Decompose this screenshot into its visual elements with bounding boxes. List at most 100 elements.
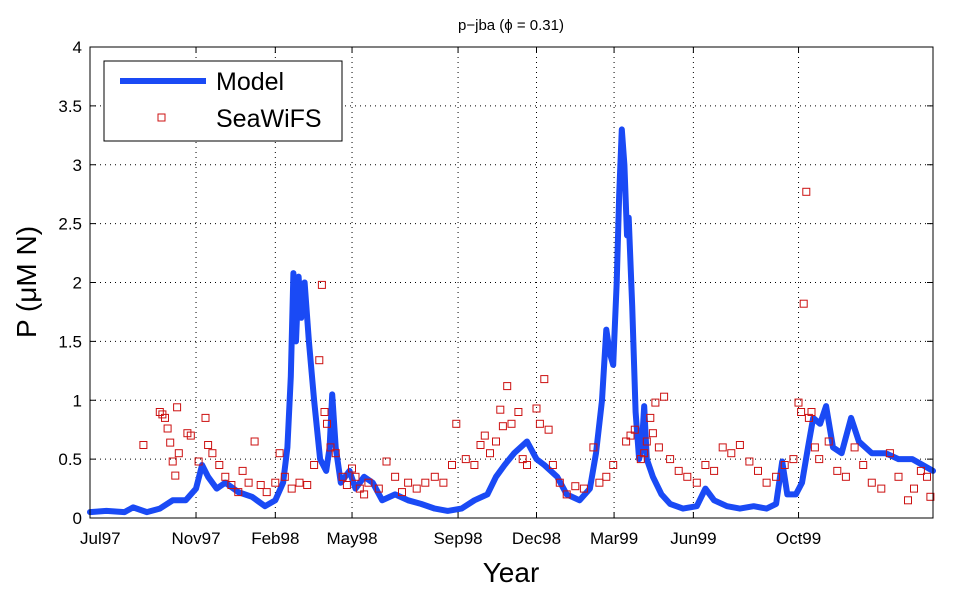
y-tick-label: 3.5: [58, 97, 82, 116]
seawifs-point: [666, 455, 675, 464]
seawifs-point: [139, 441, 148, 449]
seawifs-point: [626, 431, 635, 440]
seawifs-point: [348, 464, 356, 473]
seawifs-point: [503, 382, 512, 391]
seawifs-point: [833, 466, 842, 475]
seawifs-point: [310, 461, 319, 469]
seawifs-point: [161, 413, 169, 422]
seawifs-point: [804, 413, 813, 422]
seawifs-point: [642, 437, 651, 446]
y-tick-label: 0: [73, 509, 82, 528]
seawifs-point: [540, 375, 549, 384]
seawifs-point: [215, 461, 224, 469]
seawifs-point: [815, 455, 824, 464]
seawifs-point: [486, 449, 494, 458]
seawifs-point: [683, 472, 692, 481]
seawifs-point: [317, 280, 326, 289]
seawifs-point: [275, 449, 284, 458]
seawifs-point: [171, 471, 180, 480]
seawifs-point: [194, 457, 203, 466]
seawifs-point: [867, 478, 876, 487]
y-tick-label: 0.5: [58, 450, 82, 469]
seawifs-point: [295, 478, 304, 487]
seawifs-point: [602, 472, 611, 481]
seawifs-point: [470, 461, 479, 469]
x-tick-label: Jun99: [670, 529, 716, 548]
seawifs-point: [186, 431, 195, 440]
x-tick-label: Dec98: [512, 529, 561, 548]
x-tick-label: Sep98: [433, 529, 482, 548]
seawifs-point: [204, 441, 213, 449]
seawifs-point: [692, 478, 701, 487]
seawifs-point: [772, 472, 781, 481]
seawifs-point: [595, 478, 604, 487]
seawifs-point: [498, 422, 507, 431]
y-tick-label: 2.5: [58, 215, 82, 234]
y-tick-label: 1: [73, 391, 82, 410]
seawifs-point: [271, 478, 280, 487]
seawifs-point: [810, 443, 819, 452]
seawifs-point: [238, 466, 247, 475]
seawifs-point: [630, 425, 639, 434]
seawifs-point: [710, 466, 719, 475]
seawifs-point: [794, 398, 803, 407]
seawifs-point: [496, 405, 505, 414]
seawifs-point: [430, 472, 439, 481]
seawifs-point: [421, 478, 430, 487]
seawifs-point: [244, 478, 253, 487]
x-tick-label: Feb98: [251, 529, 299, 548]
seawifs-point: [201, 413, 210, 422]
seawifs-point: [355, 484, 364, 493]
seawifs-point: [824, 437, 833, 446]
seawifs-point: [234, 488, 243, 497]
seawifs-point: [622, 437, 631, 446]
seawifs-point: [916, 466, 925, 475]
seawifs-point: [735, 441, 744, 449]
seawifs-point: [398, 488, 406, 497]
y-tick-label: 4: [73, 38, 82, 57]
series-layer: [87, 126, 936, 516]
seawifs-point: [262, 488, 271, 497]
seawifs-point: [904, 496, 912, 505]
y-tick-label: 2: [73, 274, 82, 293]
legend: Model SeaWiFS: [103, 60, 343, 142]
seawifs-point: [841, 472, 850, 481]
seawifs-point: [221, 472, 230, 481]
seawifs-point: [640, 449, 649, 458]
seawifs-point: [412, 484, 421, 493]
seawifs-point: [163, 424, 172, 433]
seawifs-point: [923, 472, 931, 481]
seawifs-point: [227, 481, 236, 489]
seawifs-point: [514, 408, 523, 416]
seawifs-point: [885, 449, 894, 458]
seawifs-point: [374, 484, 383, 493]
seawifs-point: [287, 484, 296, 493]
seawifs-point: [532, 404, 541, 413]
seawifs-point: [208, 449, 217, 458]
seawifs-point: [507, 419, 516, 428]
x-tick-label: Jul97: [80, 529, 121, 548]
x-tick-label: Mar99: [590, 529, 638, 548]
seawifs-point: [648, 429, 657, 438]
seawifs-point: [518, 455, 527, 464]
x-tick-label: Oct99: [776, 529, 821, 548]
seawifs-point: [609, 461, 618, 469]
seawifs-point: [894, 472, 903, 481]
seawifs-point: [351, 472, 360, 481]
legend-seawifs-marker: [157, 113, 166, 122]
seawifs-point: [315, 356, 324, 365]
seawifs-point: [877, 484, 886, 493]
seawifs-point: [331, 449, 340, 458]
seawifs-point: [476, 441, 485, 449]
seawifs-point: [651, 398, 660, 407]
seawifs-point: [802, 187, 811, 196]
seawifs-point: [391, 472, 400, 481]
seawifs-point: [364, 478, 373, 487]
seawifs-point: [174, 449, 183, 458]
seawifs-point: [342, 481, 351, 489]
seawifs-point: [326, 443, 335, 452]
seawifs-point: [579, 484, 588, 493]
ticks: 0 0.5 1 1.5 2 2.5 3 3.5 4 Jul97 Nov97 Feb98 May98 Sep…: [58, 38, 933, 548]
